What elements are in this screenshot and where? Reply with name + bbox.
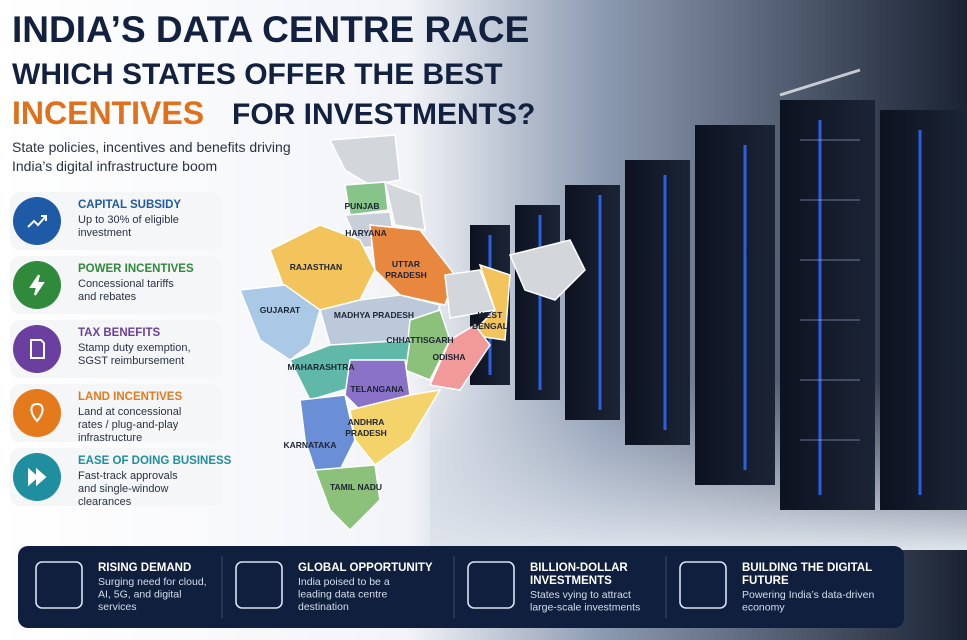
footer-title: BUILDING THE DIGITAL	[742, 562, 872, 574]
footer-icon	[679, 561, 727, 609]
incentive-description: and rebates	[78, 291, 137, 303]
footer-title: FUTURE	[742, 575, 789, 587]
state-label: PRADESH	[345, 428, 387, 438]
incentive-description: SGST reimbursement	[78, 355, 184, 367]
state-label: TAMIL NADU	[330, 482, 382, 492]
incentive-card	[10, 448, 222, 506]
state-label: MAHARASHTRA	[287, 362, 354, 372]
title: WHICH STATES OFFER THE BEST	[12, 58, 503, 91]
state-label: GUJARAT	[260, 305, 301, 315]
footer-icon	[467, 561, 515, 609]
state-label: UTTAR	[392, 259, 420, 269]
incentive-icon	[13, 197, 61, 245]
incentive-title: CAPITAL SUBSIDY	[78, 199, 181, 211]
incentive-icon	[13, 325, 61, 373]
footer-title: BILLION-DOLLAR	[530, 562, 628, 574]
footer-description: economy	[742, 602, 785, 614]
footer-description: AI, 5G, and digital	[98, 589, 181, 601]
incentive-list: CAPITAL SUBSIDY Up to 30% of eligibleinve…	[10, 192, 232, 508]
server-racks	[470, 68, 967, 510]
incentive-description: Fast-track approvals	[78, 470, 178, 482]
title: FOR INVESTMENTS?	[232, 98, 535, 131]
footer-icon	[235, 561, 283, 609]
footer-description: Powering India’s data-driven	[742, 589, 874, 601]
state-label: TELANGANA	[350, 384, 403, 394]
incentive-title: TAX BENEFITS	[78, 327, 161, 339]
incentive-description: infrastructure	[78, 432, 142, 444]
incentive-glyph	[29, 274, 45, 296]
state-label: KARNATAKA	[283, 440, 336, 450]
india-map	[238, 134, 586, 532]
incentive-glyph	[28, 467, 47, 487]
incentive-description: rates / plug-and-play	[78, 419, 179, 431]
incentive-title: LAND INCENTIVES	[78, 391, 182, 403]
footer-description: States vying to attract	[530, 589, 631, 601]
state-label: MADHYA PRADESH	[334, 310, 414, 320]
state-label: ANDHRA	[348, 417, 385, 427]
incentive-description: Stamp duty exemption,	[78, 342, 191, 354]
footer-title: INVESTMENTS	[530, 575, 612, 587]
footer-description: Surging need for cloud,	[98, 576, 207, 588]
incentive-description: and single-window	[78, 483, 169, 495]
state-label: CHHATTISGARH	[386, 335, 453, 345]
incentive-glyph	[27, 215, 47, 228]
title-highlight: INCENTIVES	[12, 95, 204, 131]
incentive-glyph	[30, 339, 45, 359]
state-label: BENGAL	[472, 321, 508, 331]
subtitle: India’s digital infrastructure boom	[12, 158, 217, 174]
incentive-description: investment	[78, 227, 131, 239]
footer-description: services	[98, 601, 137, 613]
incentive-card	[10, 384, 222, 442]
title: INDIA’S DATA CENTRE RACE	[12, 9, 529, 50]
footer-icon	[35, 561, 83, 609]
footer-description: leading data centre	[298, 589, 387, 601]
incentive-title: EASE OF DOING BUSINESS	[78, 455, 232, 467]
incentive-card	[10, 320, 222, 378]
footer-description: India poised to be a	[298, 576, 390, 588]
incentive-title: POWER INCENTIVES	[78, 263, 194, 275]
state-label: PUNJAB	[345, 201, 380, 211]
footer-description: large-scale investments	[530, 602, 640, 614]
state-label: PRADESH	[385, 270, 427, 280]
incentive-icon	[13, 389, 61, 437]
state-label: WEST	[478, 310, 503, 320]
incentive-description: Concessional tariffs	[78, 278, 174, 290]
footer-description: destination	[298, 601, 349, 613]
state-label: HARYANA	[345, 228, 386, 238]
incentive-description: clearances	[78, 496, 132, 508]
state-label: RAJASTHAN	[290, 262, 342, 272]
footer-title: RISING DEMAND	[98, 562, 191, 574]
subtitle: State policies, incentives and benefits …	[12, 139, 291, 155]
incentive-description: Up to 30% of eligible	[78, 214, 179, 226]
footer-title: GLOBAL OPPORTUNITY	[298, 562, 433, 574]
state-label: ODISHA	[432, 352, 465, 362]
footer-items: RISING DEMAND Surging need for cloud,AI, …	[35, 556, 874, 618]
incentive-glyph	[30, 402, 44, 423]
incentive-card	[10, 192, 222, 250]
incentive-card	[10, 256, 222, 314]
incentive-description: Land at concessional	[78, 406, 181, 418]
